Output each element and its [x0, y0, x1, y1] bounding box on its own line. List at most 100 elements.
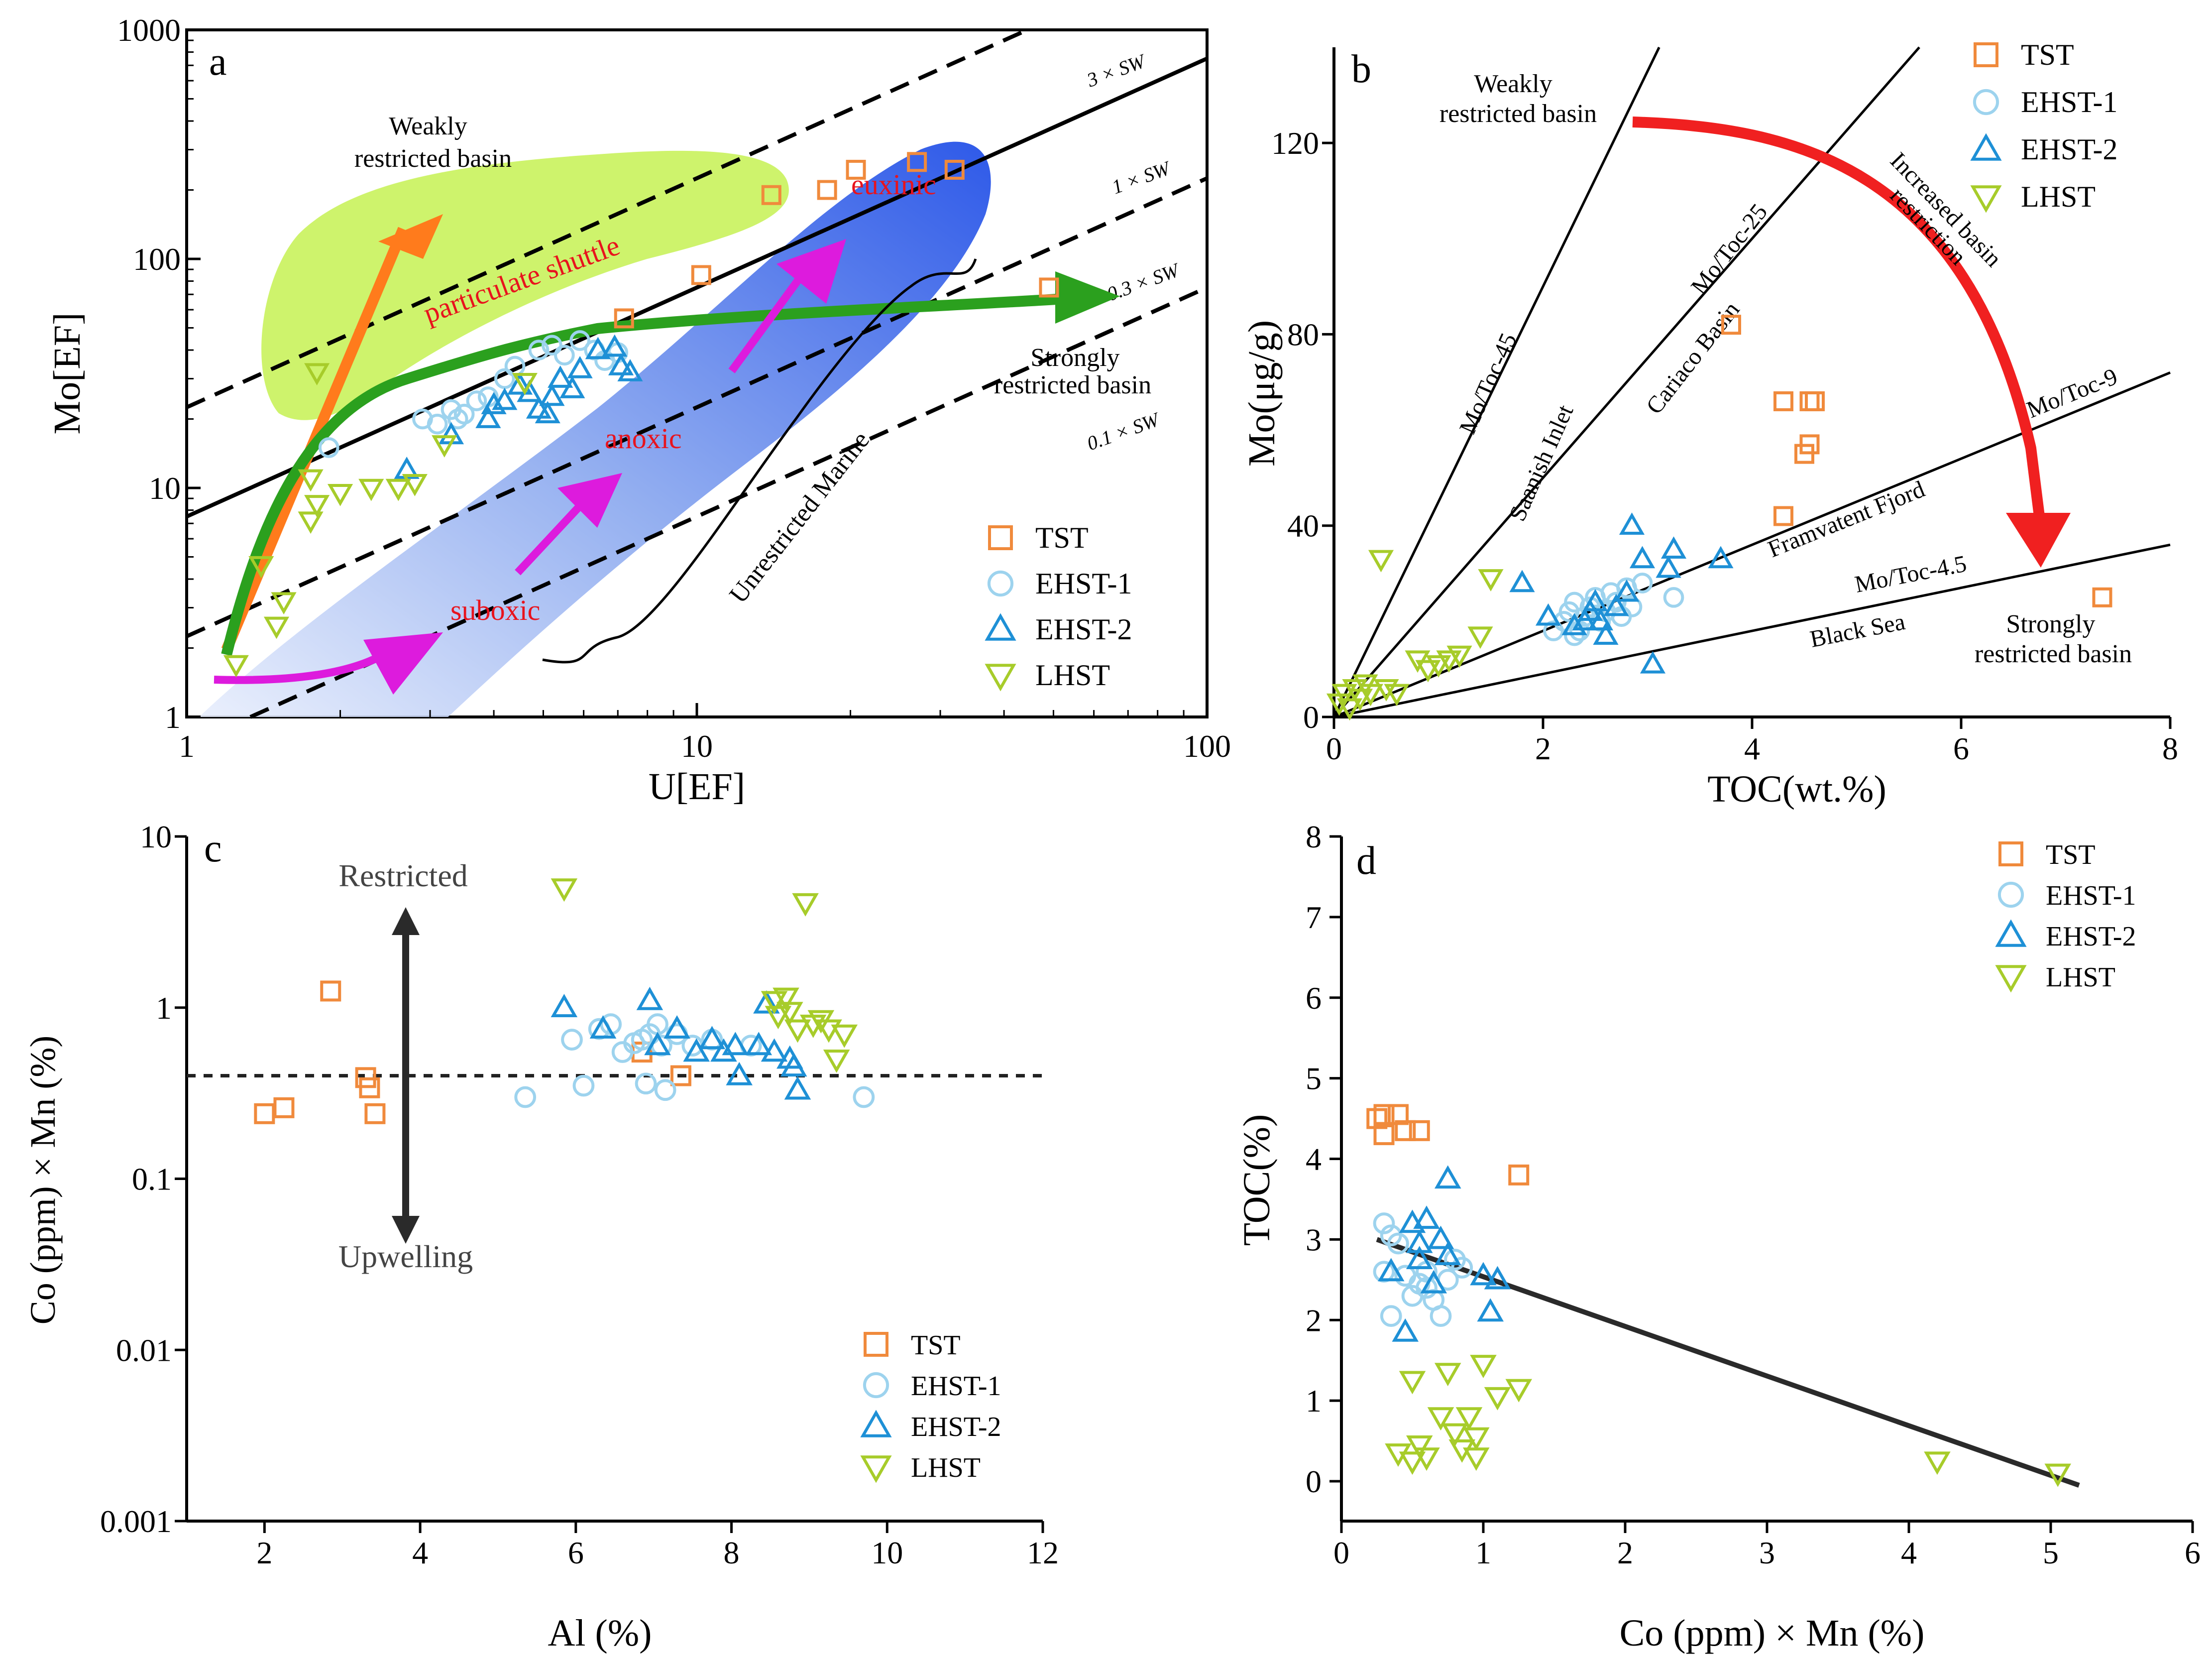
x-tick-label: 5	[2043, 1535, 2059, 1570]
annotation-b-weakly-line2: restricted basin	[1439, 100, 1597, 128]
data-point-tst	[817, 180, 837, 200]
reference-line-1	[186, 56, 1208, 519]
data-point-ehst2	[710, 1038, 737, 1062]
data-point-ehst2	[1619, 512, 1645, 535]
data-point-ehst2	[1434, 1242, 1461, 1265]
legend-marker-tst	[864, 1332, 888, 1357]
ratio-line-1	[1333, 46, 1920, 718]
label-framvatent: Framvatent Fjord	[1764, 476, 1928, 563]
data-point-lhst	[831, 1024, 858, 1048]
data-point-lhst	[1426, 655, 1451, 678]
panel-a: 3 × SW 1 × SW 0.3 × SW 0.1 × SW Weakly r…	[46, 12, 1231, 808]
y-tick-label: 100	[133, 241, 181, 277]
data-point-ehst1	[1663, 587, 1684, 608]
ratio-line-0	[1332, 46, 1660, 718]
data-point-lhst	[1467, 626, 1493, 649]
data-point-ehst2	[664, 1015, 690, 1039]
magenta-arrow-1	[214, 653, 380, 684]
data-point-lhst	[1368, 550, 1394, 573]
y-tick-label: 1	[165, 700, 181, 735]
trendline	[1376, 1237, 2080, 1488]
data-point-tst	[691, 265, 711, 285]
legend-label-ehst1: EHST-1	[911, 1371, 1001, 1402]
data-point-lhst	[263, 616, 290, 639]
label-blacksea: Black Sea	[1808, 608, 1907, 653]
data-point-ehst2	[551, 994, 578, 1017]
legend-label-ehst2: EHST-2	[1035, 613, 1132, 646]
data-point-lhst	[1336, 698, 1363, 721]
data-point-lhst	[327, 483, 353, 506]
reference-lines	[186, 28, 1208, 719]
x-tick-label: 3	[1759, 1535, 1775, 1570]
data-point-ehst1	[318, 437, 339, 458]
data-point-lhst	[512, 372, 538, 395]
y-tick-label: 0	[1303, 700, 1319, 735]
data-point-lhst	[1455, 1407, 1483, 1431]
data-point-tst	[1373, 1124, 1395, 1145]
data-point-ehst2	[1660, 536, 1687, 559]
data-point-ehst2	[1582, 589, 1608, 611]
legend-label-ehst2: EHST-2	[911, 1412, 1001, 1442]
data-point-lhst	[298, 511, 324, 534]
data-point-ehst2	[539, 383, 565, 406]
data-point-lhst	[1462, 1427, 1490, 1451]
panel-label-d: d	[1356, 839, 1376, 883]
annotation-weakly-line2: restricted basin	[354, 144, 512, 173]
data-point-tst	[1799, 434, 1820, 455]
annotation-strongly-line2: restricted basin	[994, 371, 1151, 399]
data-point-ehst2	[1535, 603, 1561, 626]
data-point-ehst2	[1708, 546, 1734, 569]
data-point-ehst2	[784, 1076, 811, 1100]
data-point-ehst2	[535, 401, 560, 424]
data-point-lhst	[298, 469, 324, 492]
legend-marker-ehst1	[1997, 881, 2024, 908]
data-point-ehst1	[635, 1072, 657, 1095]
data-point-lhst	[1427, 1407, 1454, 1431]
data-point-lhst	[823, 1050, 850, 1073]
data-point-lhst	[1413, 1447, 1440, 1471]
label-03xsw: 0.3 × SW	[1104, 258, 1184, 306]
x-tick-label: 4	[1744, 731, 1760, 766]
legend-marker-tst	[988, 525, 1013, 550]
data-point-lhst	[358, 478, 384, 501]
y-tick-label: 0.001	[100, 1504, 172, 1539]
data-point-tst	[614, 308, 634, 329]
data-point-tst	[670, 1065, 691, 1086]
x-tick-label: 6	[1953, 731, 1969, 766]
data-point-lhst	[2044, 1463, 2072, 1487]
data-point-ehst1	[554, 345, 575, 366]
annotation-b-strongly-line2: restricted basin	[1975, 640, 2132, 668]
data-point-ehst2	[475, 406, 501, 428]
data-point-tst	[1395, 1120, 1416, 1141]
annotation-anoxic: anoxic	[605, 422, 682, 455]
data-point-ehst2	[1603, 593, 1629, 616]
annotation-suboxic: suboxic	[450, 594, 540, 626]
data-point-ehst1	[1632, 573, 1653, 593]
data-point-ehst1	[654, 1079, 676, 1101]
data-point-ehst2	[636, 986, 664, 1010]
data-point-ehst1	[1451, 1257, 1473, 1279]
data-point-ehst2	[481, 392, 507, 414]
data-point-ehst2	[1561, 613, 1587, 635]
y-tick-label: 0	[1306, 1464, 1322, 1499]
legend-label-lhst: LHST	[2021, 180, 2096, 213]
annotation-strongly-line1: Strongly	[1030, 344, 1119, 372]
y-tick-label: 10	[149, 471, 181, 506]
data-point-tst	[359, 1077, 380, 1098]
legend-label-tst: TST	[2021, 38, 2074, 71]
data-point-ehst1	[1416, 1277, 1438, 1299]
red-restriction-arrow	[1632, 117, 2046, 529]
legend-marker-lhst	[860, 1455, 892, 1483]
data-point-lhst	[432, 435, 457, 458]
y-tick-label: 0.01	[116, 1332, 172, 1368]
data-point-ehst2	[1614, 579, 1640, 602]
data-point-lhst	[1434, 1363, 1461, 1387]
data-point-lhst	[271, 592, 297, 615]
data-point-tst	[1508, 1164, 1530, 1185]
data-point-lhst	[1448, 1439, 1476, 1463]
legend-marker-ehst2	[1970, 133, 2002, 161]
data-point-tst	[846, 159, 866, 180]
data-point-ehst1	[514, 1086, 537, 1108]
annotation-restricted: Restricted	[338, 858, 467, 893]
